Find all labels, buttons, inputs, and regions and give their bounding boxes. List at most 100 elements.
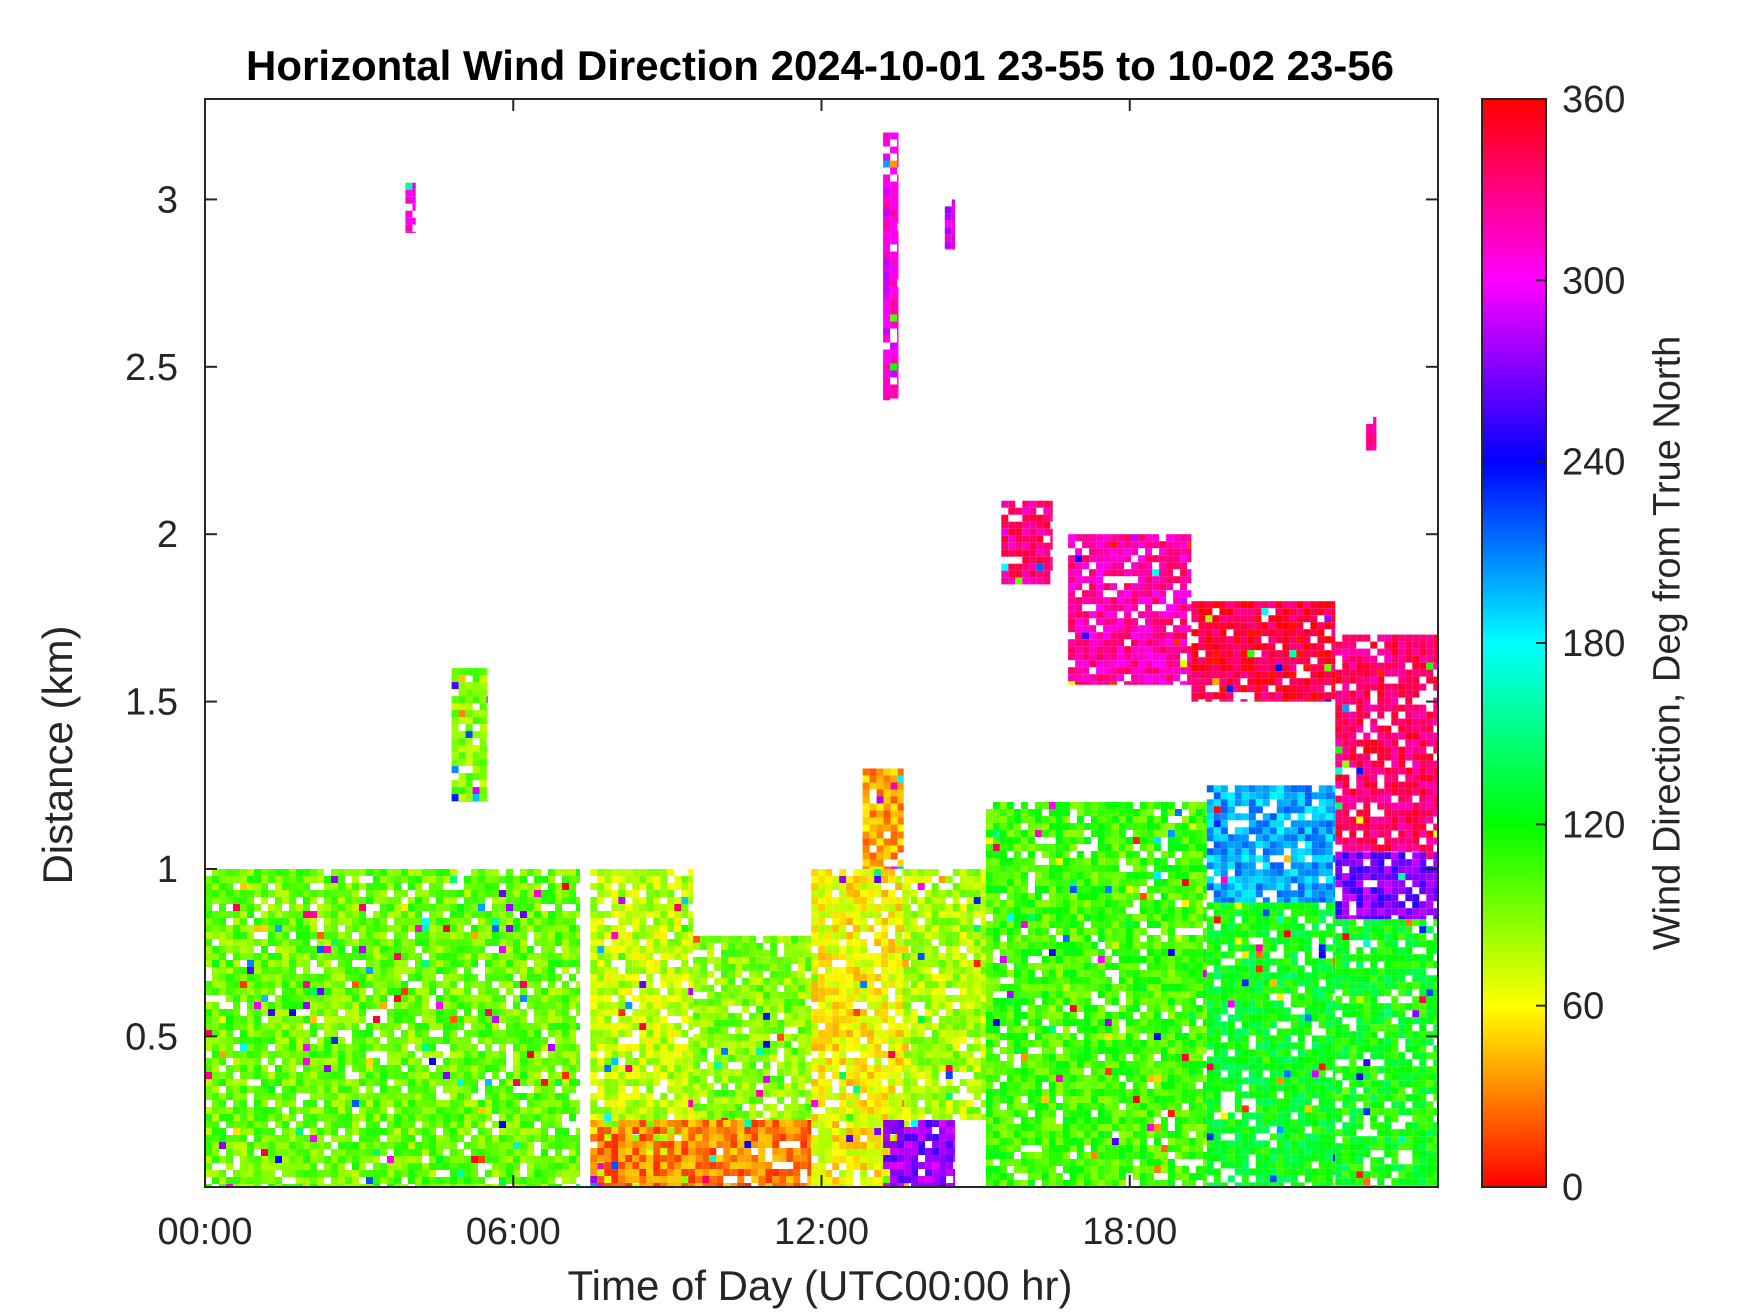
heatmap-cell <box>890 796 898 804</box>
heatmap-cell <box>832 953 840 960</box>
heatmap-cell <box>478 939 485 946</box>
heatmap-cell <box>555 1079 562 1086</box>
heatmap-cell <box>897 1127 905 1134</box>
heatmap-cell <box>897 859 904 867</box>
heatmap-cell <box>903 1072 911 1079</box>
heatmap-cell <box>254 960 261 967</box>
heatmap-cell <box>1013 809 1021 816</box>
heatmap-cell <box>464 876 471 883</box>
heatmap-cell <box>917 1016 925 1023</box>
heatmap-cell <box>1006 809 1014 816</box>
heatmap-cell <box>604 869 612 876</box>
heatmap-cell <box>1181 851 1189 858</box>
heatmap-cell <box>226 890 233 897</box>
heatmap-cell <box>772 1176 780 1183</box>
heatmap-cell <box>240 1100 247 1107</box>
heatmap-cell <box>791 1103 799 1111</box>
heatmap-cell <box>247 1065 254 1072</box>
heatmap-cell <box>639 1016 647 1023</box>
heatmap-cell <box>324 1030 331 1037</box>
heatmap-cell <box>324 918 331 925</box>
heatmap-cell <box>890 831 898 839</box>
heatmap-cell <box>261 1044 268 1051</box>
heatmap-cell <box>728 1089 736 1097</box>
heatmap-cell <box>352 981 359 988</box>
heatmap-cell <box>917 967 925 974</box>
heatmap-cell <box>966 904 974 911</box>
heatmap-cell <box>966 939 974 946</box>
heatmap-cell <box>408 1156 415 1163</box>
heatmap-cell <box>938 967 946 974</box>
heatmap-cell <box>205 932 212 939</box>
heatmap-cell <box>436 1142 443 1149</box>
heatmap-cell <box>681 1009 689 1016</box>
heatmap-cell <box>604 876 612 883</box>
heatmap-cell <box>324 1009 331 1016</box>
heatmap-cell <box>401 876 408 883</box>
heatmap-cell <box>881 995 889 1002</box>
heatmap-cell <box>721 1068 729 1076</box>
heatmap-cell <box>380 1100 387 1107</box>
heatmap-cell <box>219 1044 226 1051</box>
heatmap-cell <box>352 883 359 890</box>
heatmap-cell <box>751 1155 759 1162</box>
heatmap-cell <box>513 1142 520 1149</box>
heatmap-cell <box>422 981 429 988</box>
heatmap-cell <box>758 1176 766 1183</box>
heatmap-cell <box>945 981 953 988</box>
heatmap-cell <box>282 1093 289 1100</box>
heatmap-cell <box>233 1107 240 1114</box>
heatmap-cell <box>742 1089 750 1097</box>
heatmap-cell <box>520 1128 527 1135</box>
heatmap-cell <box>966 890 974 897</box>
heatmap-cell <box>485 1135 492 1142</box>
heatmap-cell <box>1006 872 1014 879</box>
heatmap-cell <box>1139 830 1147 837</box>
heatmap-cell <box>324 897 331 904</box>
heatmap-cell <box>807 1155 812 1162</box>
heatmap-cell <box>888 1086 896 1093</box>
heatmap-cell <box>359 911 366 918</box>
heatmap-cell <box>576 960 580 967</box>
heatmap-cell <box>917 876 925 883</box>
heatmap-cell <box>1202 865 1207 872</box>
heatmap-cell <box>853 890 861 897</box>
heatmap-cell <box>541 953 548 960</box>
heatmap-cell <box>660 995 668 1002</box>
heatmap-cell <box>486 773 488 781</box>
heatmap-cell <box>862 810 870 818</box>
heatmap-cell <box>548 981 555 988</box>
heatmap-cell <box>999 872 1007 879</box>
heatmap-cell <box>338 1156 345 1163</box>
heatmap-cell <box>1013 823 1021 830</box>
heatmap-cell <box>681 1183 689 1187</box>
heatmap-cell <box>674 1120 682 1127</box>
heatmap-cell <box>296 1149 303 1156</box>
heatmap-cell <box>436 925 443 932</box>
heatmap-cell <box>798 991 806 999</box>
heatmap-cell <box>756 991 764 999</box>
heatmap-cell <box>254 925 261 932</box>
heatmap-cell <box>825 1107 833 1114</box>
heatmap-cell <box>451 738 459 746</box>
heatmap-cell <box>611 1162 619 1169</box>
heatmap-cell <box>707 1026 715 1034</box>
heatmap-cell <box>818 1114 826 1121</box>
heatmap-cell <box>240 1072 247 1079</box>
heatmap-cell <box>436 1149 443 1156</box>
heatmap-cell <box>938 890 946 897</box>
heatmap-cell <box>499 1002 506 1009</box>
heatmap-cell <box>450 1030 457 1037</box>
heatmap-cell <box>791 977 799 985</box>
heatmap-cell <box>212 1079 219 1086</box>
heatmap-cell <box>373 1065 380 1072</box>
heatmap-cell <box>457 1177 464 1184</box>
heatmap-cell <box>261 1163 268 1170</box>
heatmap-cell <box>883 866 891 869</box>
heatmap-cell <box>839 925 847 932</box>
heatmap-cell <box>282 932 289 939</box>
heatmap-cell <box>938 1058 946 1065</box>
heatmap-cell <box>254 890 261 897</box>
heatmap-cell <box>499 925 506 932</box>
heatmap-cell <box>451 731 459 739</box>
